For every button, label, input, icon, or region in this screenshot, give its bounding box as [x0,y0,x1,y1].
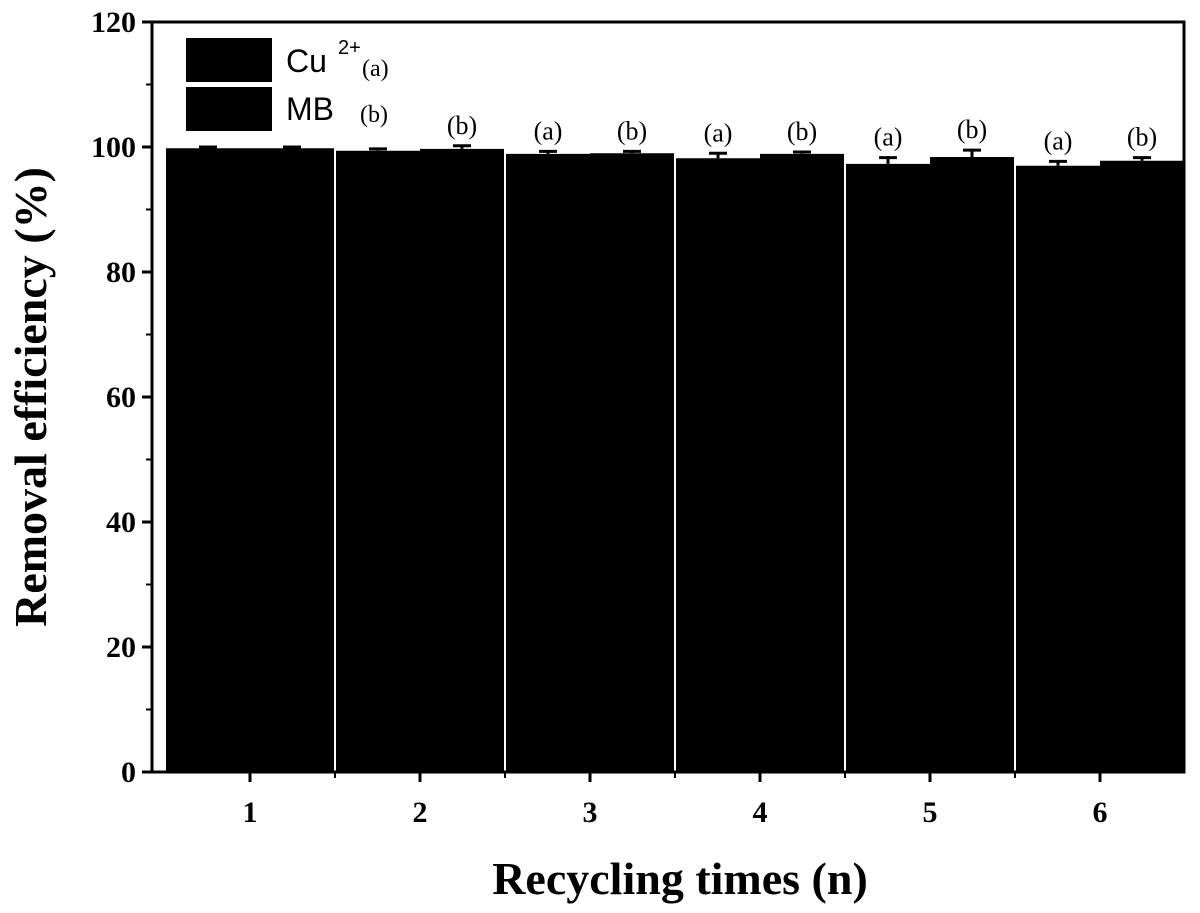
x-tick-label-6: 6 [1093,796,1108,829]
bar-label-series-1-cat-3: (a) [534,116,563,145]
bar-series-2-cat-5 [930,157,1014,772]
bar-series-1-cat-6 [1016,165,1100,772]
legend-swatch-series-1 [186,38,272,82]
x-tick-label-2: 2 [413,796,428,829]
bar-label-series-2-cat-2: (b) [447,111,477,140]
x-tick-label-1: 1 [243,796,258,829]
y-tick-label-80: 80 [106,256,136,289]
legend-tag-series-2: (b) [360,102,388,128]
y-tick-label-120: 120 [91,6,136,39]
y-tick-label-100: 100 [91,131,136,164]
y-tick-label-0: 0 [121,756,136,789]
x-tick-label-5: 5 [923,796,938,829]
bar-series-2-cat-4 [760,153,844,772]
x-axis-title: Recycling times (n) [492,853,868,904]
legend-label-series-2: MB [286,91,334,127]
legend-tag-series-1: (a) [362,56,389,82]
bar-series-1-cat-4 [676,158,760,772]
legend-sup-series-1: 2+ [338,37,361,59]
y-tick-label-20: 20 [106,631,136,664]
bar-series-1-cat-1 [166,148,250,772]
bar-label-series-1-cat-5: (a) [874,123,903,152]
bar-label-series-2-cat-3: (b) [617,116,647,145]
bar-label-series-2-cat-5: (b) [957,115,987,144]
bar-series-1-cat-2 [336,150,420,772]
bar-series-2-cat-2 [420,148,504,772]
legend-label-series-1: Cu [286,43,327,79]
bar-series-1-cat-5 [846,163,930,772]
bar-series-1-cat-3 [506,153,590,772]
x-tick-label-4: 4 [753,796,768,829]
bar-label-series-2-cat-4: (b) [787,117,817,146]
bar-label-series-1-cat-6: (a) [1044,126,1073,155]
bar-series-2-cat-6 [1100,160,1184,772]
bar-labels-layer: (b) (a) (b) (a) (b) (a) (b) (a) (b) [447,111,1157,156]
bar-label-series-1-cat-4: (a) [704,118,733,147]
y-axis-title: Removal efficiency (%) [5,167,56,627]
error-bars-layer [199,144,1151,166]
x-tick-label-3: 3 [583,796,598,829]
bar-label-series-2-cat-6: (b) [1127,123,1157,152]
bar-series-2-cat-3 [590,153,674,772]
y-tick-label-60: 60 [106,381,136,414]
y-tick-label-40: 40 [106,506,136,539]
legend: Cu 2+ (a) MB (b) [186,37,389,131]
bar-series-2-cat-1 [250,148,334,772]
bars-layer [166,148,1184,772]
legend-swatch-series-2 [186,87,272,131]
